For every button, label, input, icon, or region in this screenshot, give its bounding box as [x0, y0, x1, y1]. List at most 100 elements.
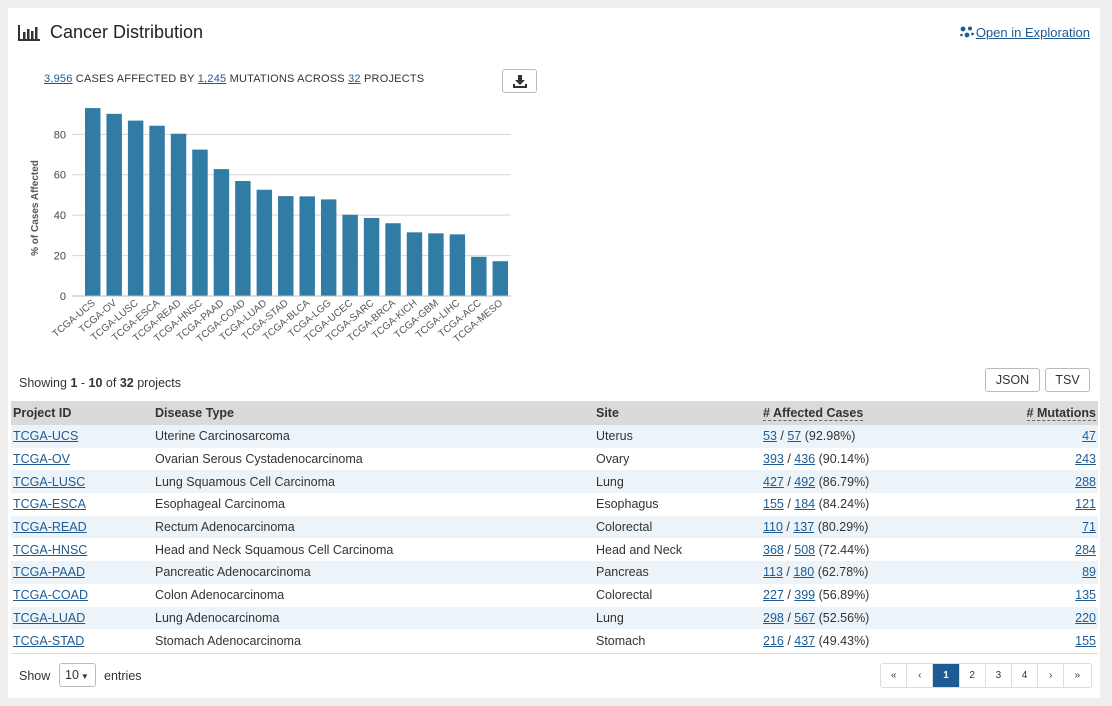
total-cases-link[interactable]: 57 — [787, 429, 802, 444]
bar-tcga-acc[interactable] — [471, 256, 487, 296]
bar-tcga-read[interactable] — [170, 133, 187, 296]
bar-tcga-gbm[interactable] — [428, 233, 444, 296]
affected-percent: (49.43%) — [818, 633, 870, 648]
total-cases-link[interactable]: 180 — [793, 565, 815, 580]
export-tsv-button[interactable]: TSV — [1045, 368, 1090, 392]
page-1-button[interactable]: 1 — [933, 664, 960, 687]
affected-cases-link[interactable]: 53 — [763, 429, 777, 444]
bar-tcga-esca[interactable] — [149, 125, 165, 297]
site-cell: Esophagus — [594, 493, 761, 516]
affected-cases-link[interactable]: 113 — [763, 565, 783, 580]
mutations-count-link[interactable]: 1,245 — [197, 73, 227, 85]
mutations-link[interactable]: 284 — [1075, 542, 1096, 557]
project-id-link[interactable]: TCGA-STAD — [13, 633, 85, 648]
affected-cases-cell: 216 / 437 (49.43%) — [761, 629, 961, 652]
project-id-link[interactable]: TCGA-COAD — [13, 588, 88, 603]
affected-cases-link[interactable]: 110 — [763, 520, 783, 535]
affected-cases-link[interactable]: 227 — [763, 588, 784, 603]
affected-cases-link[interactable]: 368 — [763, 542, 784, 557]
total-cases-link[interactable]: 137 — [793, 520, 815, 535]
table-row: TCGA-UCS Uterine Carcinosarcoma Uterus 53 /… — [11, 425, 1098, 448]
page-2-button[interactable]: 2 — [959, 664, 986, 687]
project-id-link[interactable]: TCGA-HNSC — [13, 542, 88, 557]
export-json-button[interactable]: JSON — [985, 368, 1040, 392]
affected-cases-cell: 53 / 57 (92.98%) — [761, 425, 961, 448]
affected-cases-link[interactable]: 155 — [763, 497, 784, 512]
bar-tcga-ucec[interactable] — [342, 214, 358, 296]
bar-tcga-lusc[interactable] — [127, 120, 144, 297]
prev-page-button[interactable]: ‹ — [907, 664, 934, 687]
project-id-link[interactable]: TCGA-LUAD — [13, 610, 86, 625]
mutations-link[interactable]: 155 — [1075, 633, 1096, 648]
total-cases-link[interactable]: 567 — [794, 610, 816, 625]
project-id-cell: TCGA-LUSC — [11, 470, 153, 494]
total-cases-link[interactable]: 492 — [794, 474, 816, 489]
mutations-link[interactable]: 47 — [1082, 429, 1096, 444]
bar-tcga-meso[interactable] — [492, 261, 508, 296]
total-cases-link[interactable]: 399 — [794, 588, 816, 603]
disease-type-cell: Head and Neck Squamous Cell Carcinoma — [153, 538, 594, 562]
mutations-link[interactable]: 135 — [1075, 588, 1096, 603]
download-chart-button[interactable] — [502, 69, 537, 93]
project-id-link[interactable]: TCGA-LUSC — [13, 474, 86, 489]
first-page-button[interactable]: « — [881, 664, 908, 687]
bar-tcga-blca[interactable] — [299, 196, 315, 296]
affected-cases-link[interactable]: 393 — [763, 452, 784, 467]
page-4-button[interactable]: 4 — [1011, 664, 1039, 687]
bar-tcga-hnsc[interactable] — [192, 149, 208, 296]
total-cases-link[interactable]: 437 — [794, 633, 816, 648]
col-disease-type[interactable]: Disease Type — [153, 401, 594, 425]
total-cases-link[interactable]: 184 — [794, 497, 816, 512]
showing-from: 1 — [70, 376, 78, 390]
mutations-link[interactable]: 89 — [1082, 565, 1096, 580]
mutations-cell: 121 — [961, 493, 1098, 516]
affected-cases-link[interactable]: 427 — [763, 474, 784, 489]
project-id-link[interactable]: TCGA-READ — [13, 520, 87, 535]
projects-count-link[interactable]: 32 — [348, 73, 361, 85]
bar-tcga-lgg[interactable] — [320, 199, 337, 296]
project-id-link[interactable]: TCGA-OV — [13, 452, 70, 467]
table-row: TCGA-STAD Stomach Adenocarcinoma Stomach 21… — [11, 629, 1098, 652]
next-page-button[interactable]: › — [1038, 664, 1065, 687]
mutations-link[interactable]: 121 — [1075, 497, 1096, 512]
affected-cases-link[interactable]: 298 — [763, 610, 784, 625]
mutations-link[interactable]: 220 — [1075, 610, 1096, 625]
project-id-link[interactable]: TCGA-PAAD — [13, 565, 85, 580]
mutations-link[interactable]: 288 — [1075, 474, 1096, 489]
bar-tcga-ov[interactable] — [106, 113, 122, 296]
total-cases-link[interactable]: 436 — [794, 452, 816, 467]
cases-count-link[interactable]: 3,956 — [44, 73, 73, 85]
affected-cases-link[interactable]: 216 — [763, 633, 784, 648]
affected-percent: (62.78%) — [817, 565, 869, 580]
mutations-link[interactable]: 71 — [1082, 520, 1096, 535]
project-id-link[interactable]: TCGA-ESCA — [13, 497, 86, 512]
total-cases-link[interactable]: 508 — [794, 542, 816, 557]
bar-tcga-paad[interactable] — [213, 169, 230, 296]
table-row: TCGA-ESCA Esophageal Carcinoma Esophagus 15… — [11, 493, 1098, 516]
bar-tcga-luad[interactable] — [256, 189, 273, 296]
page-size-select[interactable]: 10 ▼ — [59, 663, 96, 687]
y-tick-label: 0 — [60, 291, 66, 303]
bar-tcga-lihc[interactable] — [449, 234, 466, 296]
bar-tcga-brca[interactable] — [385, 223, 401, 296]
open-in-exploration-link[interactable]: Open in Exploration — [960, 25, 1090, 40]
bar-tcga-ucs[interactable] — [85, 108, 101, 297]
show-label: Show — [19, 669, 51, 683]
showing-label: Showing — [19, 376, 67, 390]
col-affected-cases[interactable]: # Affected Cases — [761, 401, 961, 425]
mutations-link[interactable]: 243 — [1075, 452, 1096, 467]
col-mutations[interactable]: # Mutations — [961, 401, 1098, 425]
table-row: TCGA-PAAD Pancreatic Adenocarcinoma Pancre… — [11, 561, 1098, 584]
bar-tcga-coad[interactable] — [235, 181, 251, 296]
project-id-cell: TCGA-STAD — [11, 629, 153, 652]
last-page-button[interactable]: » — [1064, 664, 1091, 687]
summary-text-2: MUTATIONS ACROSS — [229, 73, 345, 85]
page-3-button[interactable]: 3 — [985, 664, 1012, 687]
bar-tcga-sarc[interactable] — [363, 217, 380, 296]
col-project-id[interactable]: Project ID — [11, 401, 153, 425]
col-site[interactable]: Site — [594, 401, 761, 425]
project-id-link[interactable]: TCGA-UCS — [13, 429, 79, 444]
bar-tcga-stad[interactable] — [278, 196, 294, 296]
bar-tcga-kich[interactable] — [406, 232, 423, 296]
mutations-cell: 155 — [961, 629, 1098, 652]
